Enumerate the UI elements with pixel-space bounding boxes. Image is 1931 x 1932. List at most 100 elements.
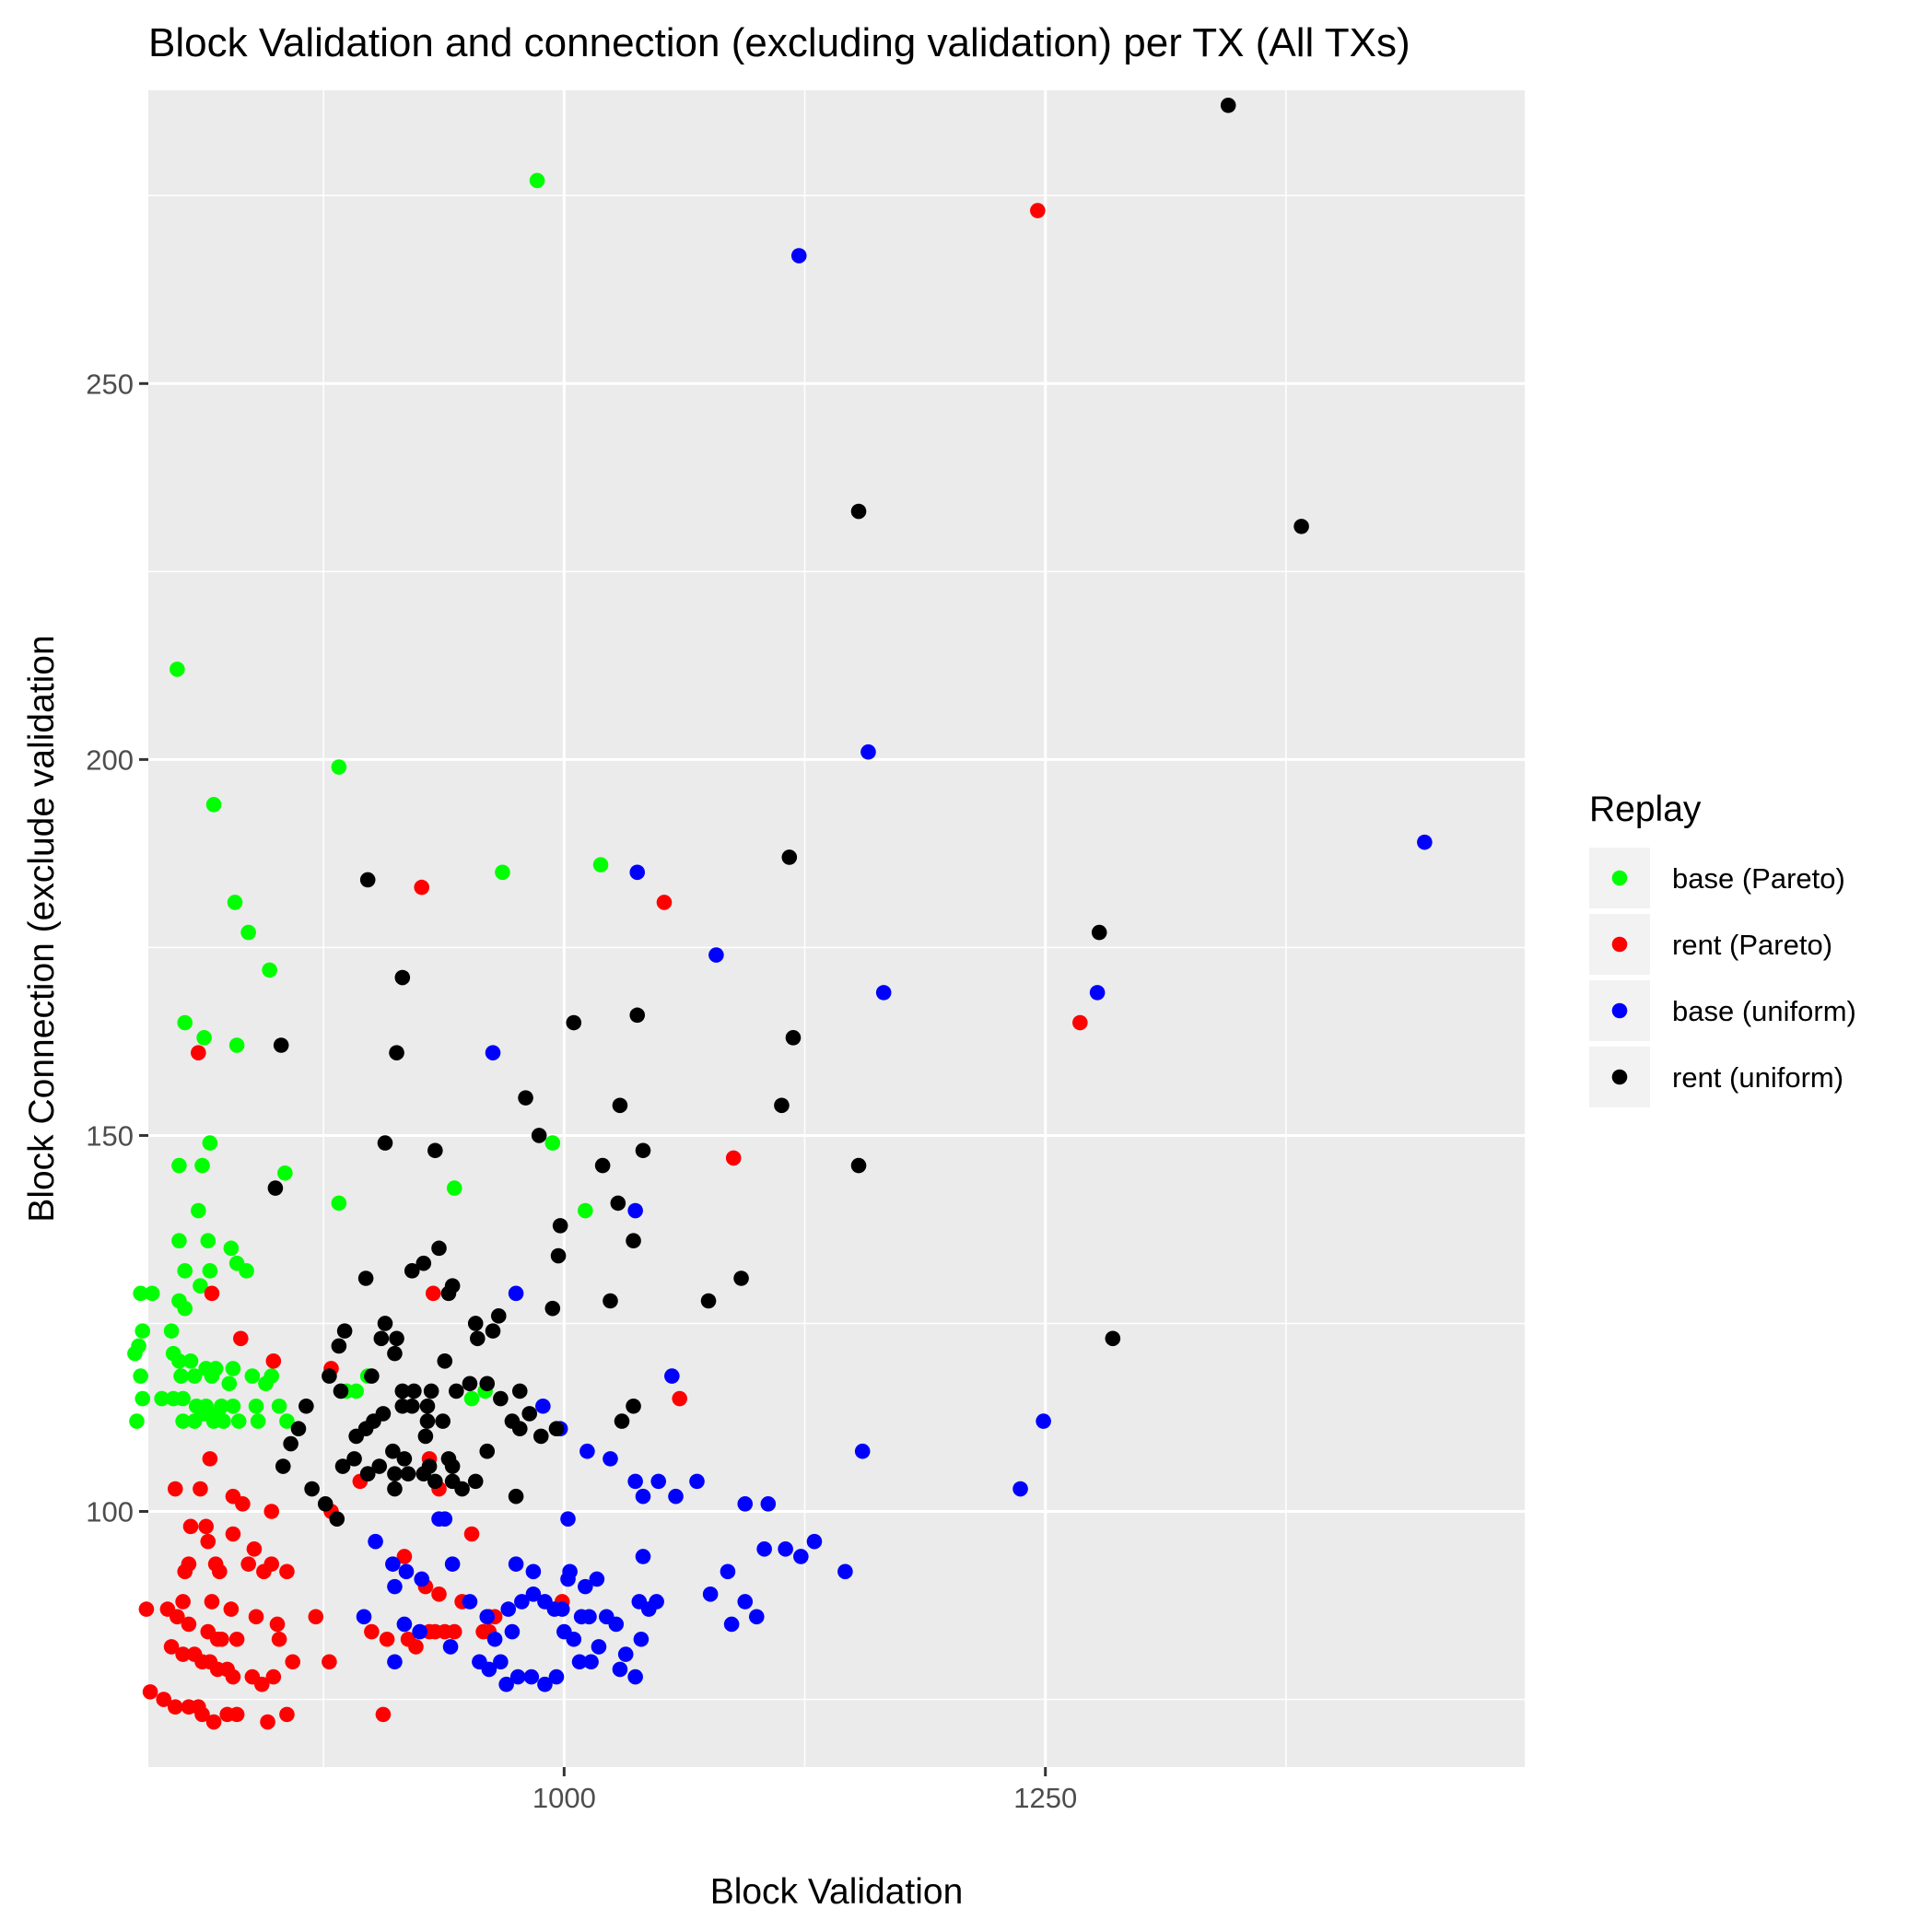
point-rent-pareto bbox=[256, 1563, 272, 1580]
point-rent-pareto bbox=[223, 1601, 240, 1617]
point-rent-uniform bbox=[511, 1383, 528, 1399]
point-rent-uniform bbox=[449, 1383, 464, 1399]
point-base-uniform bbox=[1036, 1413, 1051, 1429]
point-base-pareto bbox=[258, 1376, 274, 1392]
point-rent-uniform bbox=[400, 1466, 416, 1482]
point-base-uniform bbox=[479, 1609, 496, 1625]
point-rent-pareto bbox=[175, 1646, 191, 1662]
point-rent-uniform bbox=[470, 1330, 486, 1347]
point-base-uniform bbox=[571, 1654, 588, 1670]
point-rent-uniform bbox=[329, 1511, 345, 1527]
point-base-pareto bbox=[191, 1202, 206, 1219]
point-base-pareto bbox=[228, 1037, 245, 1053]
point-rent-pareto bbox=[235, 1496, 251, 1512]
point-rent-pareto bbox=[431, 1586, 447, 1602]
point-rent-uniform bbox=[404, 1398, 420, 1414]
point-rent-pareto bbox=[248, 1609, 264, 1625]
point-base-pareto bbox=[225, 1398, 241, 1414]
point-rent-uniform bbox=[437, 1352, 453, 1369]
x-axis: 1000 1250 bbox=[532, 1767, 1077, 1814]
point-rent-uniform bbox=[552, 1218, 568, 1234]
point-base-uniform bbox=[790, 248, 807, 263]
point-rent-uniform bbox=[1105, 1330, 1121, 1347]
point-base-pareto bbox=[154, 1390, 170, 1407]
point-rent-uniform bbox=[1293, 519, 1309, 534]
point-base-uniform bbox=[806, 1533, 823, 1550]
point-base-pareto bbox=[204, 1368, 220, 1384]
x-tick-label: 1250 bbox=[1013, 1782, 1077, 1814]
point-base-pareto bbox=[279, 1413, 295, 1429]
point-rent-pareto bbox=[425, 1285, 441, 1302]
point-rent-pareto bbox=[202, 1451, 218, 1467]
point-base-pareto bbox=[182, 1352, 199, 1369]
legend-title: Replay bbox=[1589, 790, 1702, 829]
point-base-pareto bbox=[127, 1345, 143, 1362]
point-rent-uniform bbox=[415, 1255, 432, 1271]
legend-label: base (Pareto) bbox=[1672, 862, 1845, 895]
point-base-uniform bbox=[629, 864, 646, 881]
point-rent-uniform bbox=[385, 1443, 401, 1459]
point-rent-pareto bbox=[228, 1706, 245, 1723]
point-base-uniform bbox=[385, 1556, 401, 1572]
point-rent-uniform bbox=[404, 1263, 420, 1279]
point-rent-uniform bbox=[348, 1428, 364, 1445]
point-rent-pareto bbox=[463, 1526, 480, 1542]
point-base-uniform bbox=[720, 1563, 736, 1580]
point-base-pareto bbox=[171, 1233, 187, 1248]
point-rent-pareto bbox=[163, 1639, 180, 1655]
point-base-uniform bbox=[635, 1488, 651, 1505]
point-rent-uniform bbox=[373, 1330, 390, 1347]
point-base-uniform bbox=[708, 947, 724, 963]
point-base-uniform bbox=[509, 1669, 526, 1685]
point-rent-uniform bbox=[504, 1413, 521, 1429]
point-rent-uniform bbox=[603, 1293, 618, 1309]
legend-marker bbox=[1611, 1069, 1628, 1085]
point-base-uniform bbox=[737, 1496, 754, 1512]
point-base-uniform bbox=[442, 1639, 459, 1655]
point-rent-uniform bbox=[389, 1330, 404, 1347]
point-base-uniform bbox=[396, 1616, 413, 1633]
point-base-uniform bbox=[612, 1661, 628, 1678]
point-rent-uniform bbox=[485, 1323, 501, 1339]
point-base-uniform bbox=[548, 1669, 565, 1685]
point-rent-uniform bbox=[427, 1473, 443, 1490]
point-base-uniform bbox=[633, 1631, 650, 1647]
point-rent-uniform bbox=[417, 1428, 434, 1445]
point-base-pareto bbox=[170, 662, 185, 677]
point-rent-uniform bbox=[610, 1195, 626, 1212]
point-rent-uniform bbox=[317, 1496, 334, 1512]
point-rent-pareto bbox=[214, 1631, 229, 1647]
legend-label: rent (uniform) bbox=[1672, 1061, 1843, 1094]
point-rent-pareto bbox=[672, 1390, 688, 1407]
point-rent-uniform bbox=[336, 1323, 353, 1339]
point-base-pareto bbox=[463, 1390, 480, 1407]
point-base-uniform bbox=[486, 1631, 503, 1647]
point-base-pareto bbox=[175, 1413, 191, 1429]
point-rent-uniform bbox=[521, 1406, 538, 1422]
point-base-pareto bbox=[348, 1383, 364, 1399]
point-rent-uniform bbox=[700, 1293, 717, 1309]
point-base-uniform bbox=[462, 1594, 478, 1610]
point-base-pareto bbox=[186, 1413, 203, 1429]
point-rent-uniform bbox=[850, 1157, 867, 1174]
point-base-pareto bbox=[186, 1368, 203, 1384]
point-rent-uniform bbox=[387, 1466, 403, 1482]
point-base-pareto bbox=[163, 1323, 180, 1339]
point-rent-uniform bbox=[304, 1481, 320, 1497]
point-rent-uniform bbox=[566, 1014, 582, 1031]
y-axis-title: Block Connection (exclude validation bbox=[22, 635, 62, 1222]
point-rent-pareto bbox=[375, 1706, 392, 1723]
point-base-pareto bbox=[240, 924, 256, 941]
point-base-pareto bbox=[262, 962, 277, 978]
point-base-uniform bbox=[537, 1676, 553, 1692]
point-rent-uniform bbox=[387, 1345, 403, 1362]
point-base-uniform bbox=[1089, 985, 1106, 1001]
legend-marker bbox=[1611, 936, 1628, 953]
point-rent-pareto bbox=[205, 1714, 222, 1730]
point-rent-uniform bbox=[357, 1270, 374, 1286]
point-rent-pareto bbox=[246, 1541, 263, 1557]
point-rent-uniform bbox=[467, 1473, 484, 1490]
x-axis-title: Block Validation bbox=[710, 1872, 964, 1912]
point-base-pareto bbox=[239, 1263, 254, 1279]
point-rent-pareto bbox=[225, 1526, 241, 1542]
